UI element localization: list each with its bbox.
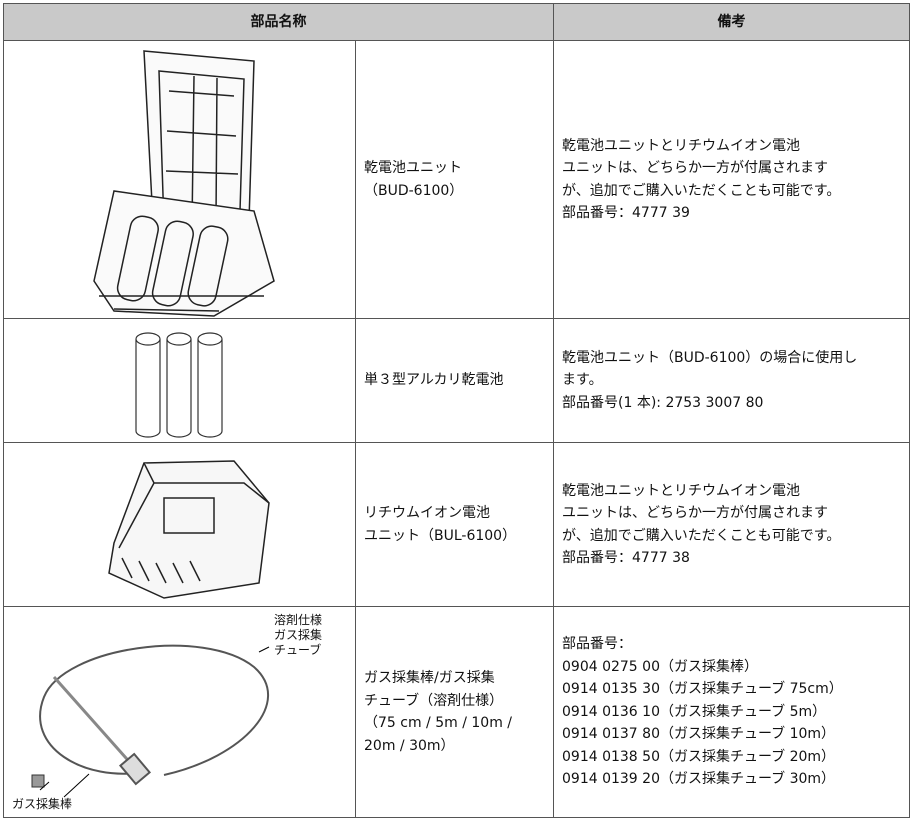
image-label: ガス採集棒 <box>12 797 73 811</box>
image-cell <box>3 442 356 607</box>
text: ユニットは、どちらか一方が付属されます <box>562 505 828 521</box>
text: ガス採集棒/ガス採集 <box>364 670 495 686</box>
name-cell: 単３型アルカリ乾電池 <box>355 318 554 443</box>
text: 0914 0136 10（ガス採集チューブ 5m） <box>562 703 827 720</box>
text: （75 cm / 5m / 10m / <box>364 715 512 731</box>
dry-battery-unit-image <box>93 50 275 317</box>
text: 乾電池ユニットとリチウムイオン電池 <box>562 482 800 499</box>
name-cell: ガス採集棒/ガス採集 チューブ（溶剤仕様） （75 cm / 5m / 10m / 2… <box>355 606 554 818</box>
text: ユニットは、どちらか一方が付属されます <box>562 160 828 176</box>
text: 20m / 30m） <box>364 737 455 754</box>
text: が、追加でご購入いただくことも可能です。 <box>562 527 841 544</box>
image-cell <box>3 40 356 319</box>
text: ガス採集 <box>274 628 323 642</box>
text: チューブ <box>274 643 322 657</box>
text: 溶剤仕様 <box>274 613 323 627</box>
text: ユニット（BUL-6100） <box>364 527 517 544</box>
text: 部品番号：4777 39 <box>562 205 690 221</box>
text: 部品番号(1 本): 2753 3007 80 <box>562 394 764 411</box>
text: が、追加でご購入いただくことも可能です。 <box>562 182 841 199</box>
text: 乾電池ユニット（BUD-6100）の場合に使用し <box>562 349 858 366</box>
note-cell: 部品番号： 0904 0275 00（ガス採集棒） 0914 0135 30（ガス採… <box>553 606 910 818</box>
text: リチウムイオン電池 <box>364 505 490 521</box>
aa-battery-image <box>135 332 223 438</box>
name-cell: 乾電池ユニット （BUD-6100） <box>355 40 554 319</box>
text: 単３型アルカリ乾電池 <box>364 372 504 389</box>
text: 0904 0275 00（ガス採集棒） <box>562 658 758 675</box>
note-cell: 乾電池ユニット（BUD-6100）の場合に使用し ます。部品番号(1 本): 27… <box>553 318 910 443</box>
header-row: 部品名称 備考 <box>3 3 910 41</box>
image-cell <box>3 318 356 443</box>
text: 0914 0139 20（ガス採集チューブ 30m） <box>562 771 836 788</box>
image-cell: 溶剤仕様 ガス採集 チューブ ガス採集棒 <box>3 606 356 818</box>
gas-tube-image <box>31 644 270 798</box>
text: 0914 0137 80（ガス採集チューブ 10m） <box>562 726 836 743</box>
text: チューブ（溶剤仕様） <box>364 692 504 709</box>
name-cell: リチウムイオン電池ユニット（BUL-6100） <box>355 442 554 607</box>
row: 単３型アルカリ乾電池 乾電池ユニット（BUD-6100）の場合に使用し ます。部品… <box>3 318 910 443</box>
text: 部品番号：4777 38 <box>562 550 690 566</box>
text: 0914 0138 50（ガス採集チューブ 20m） <box>562 748 836 765</box>
parts-table: 部品名称 備考 乾電池ユニット （BUD-6100） 乾電池ユニットとリチウムイオ… <box>3 3 910 818</box>
image-label: 溶剤仕様 ガス採集 チューブ <box>274 613 322 658</box>
li-ion-unit-image <box>108 460 270 599</box>
row: 溶剤仕様 ガス採集 チューブ ガス採集棒 ガス採集棒/ガス採集 チューブ（溶剤仕様） （… <box>3 606 910 818</box>
text: 乾電池ユニットとリチウムイオン電池 <box>562 137 800 154</box>
text: 部品番号： <box>562 636 632 653</box>
header-cell: 部品名称 <box>3 3 554 41</box>
text: 0914 0135 30（ガス採集チューブ 75cm） <box>562 681 843 698</box>
note-cell: 乾電池ユニットとリチウムイオン電池ユニットは、どちらか一方が付属されます が、追加… <box>553 442 910 607</box>
header-cell: 備考 <box>553 3 910 41</box>
text: （BUD-6100） <box>364 182 464 199</box>
text: 乾電池ユニット <box>364 160 462 176</box>
row: リチウムイオン電池ユニット（BUL-6100） 乾電池ユニットとリチウムイオン電… <box>3 442 910 607</box>
text: ます。 <box>562 372 603 389</box>
row: 乾電池ユニット （BUD-6100） 乾電池ユニットとリチウムイオン電池ユニットは… <box>3 40 910 319</box>
note-cell: 乾電池ユニットとリチウムイオン電池ユニットは、どちらか一方が付属されます が、追加… <box>553 40 910 319</box>
